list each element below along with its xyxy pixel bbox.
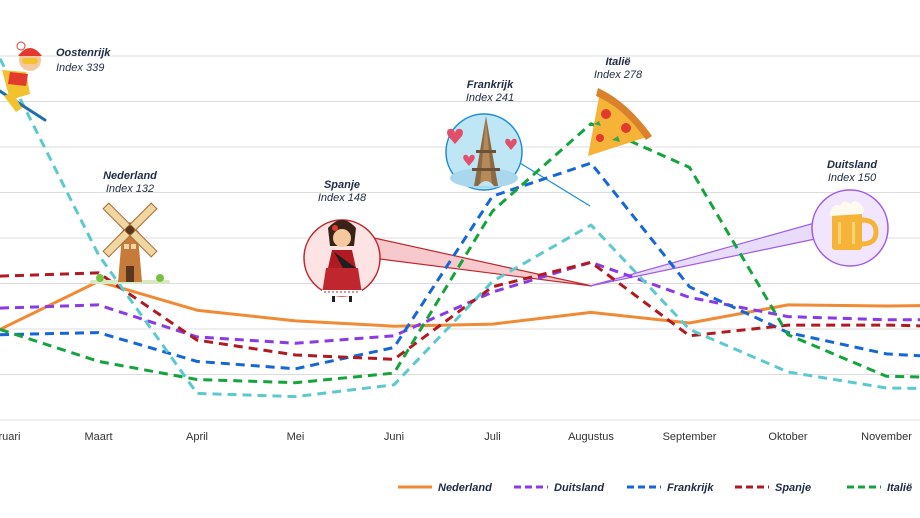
legend: Nederland Duitsland Frankrijk Spanje Italië (398, 482, 912, 494)
annotation-name-duitsland: Duitsland (827, 159, 877, 171)
skier-icon (0, 41, 47, 122)
x-tick-label: Mei (287, 431, 305, 443)
x-tick-label: Februari (0, 431, 20, 443)
legend-label: Duitsland (554, 482, 604, 494)
annotation-name-spanje: Spanje (324, 179, 360, 191)
annotation-name-italie: Italië (605, 56, 630, 68)
series-line-nederland (0, 279, 920, 331)
annotation-index-italie: Index 278 (594, 69, 643, 81)
duitsland-callout-pointer (589, 221, 821, 287)
x-tick-label: Juli (484, 431, 501, 443)
annotation-index-duitsland: Index 150 (828, 172, 877, 184)
annotation-index-frankrijk: Index 241 (466, 92, 514, 104)
legend-label: Italië (887, 482, 912, 494)
x-tick-label: September (663, 431, 717, 443)
series-lines (0, 58, 920, 399)
x-tick-label: Augustus (568, 431, 614, 443)
legend-label: Spanje (775, 482, 811, 494)
annotation-name-frankrijk: Frankrijk (467, 79, 514, 91)
eiffel-tower-icon (445, 113, 523, 191)
spanje-callout-pointer (371, 237, 593, 287)
series-line-itali (0, 122, 920, 385)
legend-label: Nederland (438, 482, 492, 494)
series-line-duitsland (0, 260, 920, 345)
x-tick-label: November (861, 431, 912, 443)
annotation-index-oostenrijk: Index 339 (56, 62, 104, 74)
series-line-oostenrijk (0, 58, 920, 399)
annotation-index-nederland: Index 132 (106, 183, 154, 195)
x-tick-label: Juni (384, 431, 404, 443)
annotation-index-spanje: Index 148 (318, 192, 367, 204)
x-tick-label: Oktober (768, 431, 807, 443)
windmill-icon (90, 202, 170, 284)
pizza-icon (588, 88, 652, 156)
x-tick-label: April (186, 431, 208, 443)
frankrijk-callout-pointer (514, 159, 591, 207)
x-tick-label: Maart (84, 431, 112, 443)
flamenco-dancer-icon (303, 219, 381, 302)
annotation-name-oostenrijk: Oostenrijk (56, 47, 111, 59)
series-line-frankrijk (0, 161, 920, 371)
annotation-name-nederland: Nederland (103, 170, 157, 182)
legend-label: Frankrijk (667, 482, 714, 494)
beer-mug-icon (811, 189, 889, 267)
x-axis-labels: Februari Maart April Mei Juni Juli Augustus Sep… (0, 431, 912, 443)
annotations: Oostenrijk Index 339 Nederland Index 132… (56, 47, 877, 204)
